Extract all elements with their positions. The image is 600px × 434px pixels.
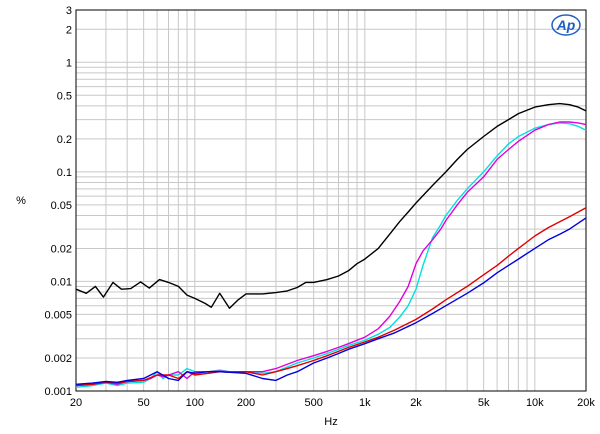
- x-tick-label: 50: [138, 397, 150, 409]
- y-tick-label: 0.02: [51, 243, 72, 255]
- series-line-5: [75, 217, 587, 385]
- y-tick-label: 3: [66, 5, 72, 17]
- x-tick-label: 20: [70, 397, 82, 409]
- x-tick-label: 5k: [478, 397, 490, 409]
- series-line-4: [75, 207, 587, 387]
- series-line-1: [75, 102, 587, 309]
- y-tick-label: 0.001: [44, 386, 72, 398]
- series-line-3: [75, 121, 587, 387]
- y-tick-label: 0.5: [57, 90, 72, 102]
- y-tick-label: 0.01: [51, 276, 72, 288]
- y-tick-label: 0.002: [44, 353, 72, 365]
- x-axis-label: Hz: [324, 416, 337, 428]
- x-tick-label: 500: [304, 397, 322, 409]
- x-tick-label: 100: [186, 397, 204, 409]
- x-tick-label: 1k: [359, 397, 371, 409]
- x-tick-label: 20k: [577, 397, 595, 409]
- x-tick-label: 200: [237, 397, 255, 409]
- y-tick-label: 0.005: [44, 309, 72, 321]
- y-axis-label: %: [16, 195, 26, 207]
- grid: [76, 10, 586, 391]
- y-tick-label: 1: [66, 57, 72, 69]
- plot-frame: [75, 9, 587, 392]
- y-axis-ticks: 0.001 0.002 0.005 0.01 0.02 0.05 0.1 0.2 0.5 1 2 3: [44, 5, 72, 398]
- x-axis-ticks: 20 50 100 200 500 1k 2k 5k 10k 20k: [70, 397, 595, 409]
- y-tick-label: 0.1: [57, 167, 72, 179]
- series-layer: [75, 102, 587, 388]
- x-tick-label: 10k: [526, 397, 544, 409]
- y-tick-label: 0.05: [51, 200, 72, 212]
- x-tick-label: 2k: [410, 397, 422, 409]
- ap-logo-text: Ap: [556, 17, 576, 33]
- ap-logo-icon: Ap: [551, 14, 581, 36]
- y-tick-label: 2: [66, 24, 72, 36]
- y-tick-label: 0.2: [57, 134, 72, 146]
